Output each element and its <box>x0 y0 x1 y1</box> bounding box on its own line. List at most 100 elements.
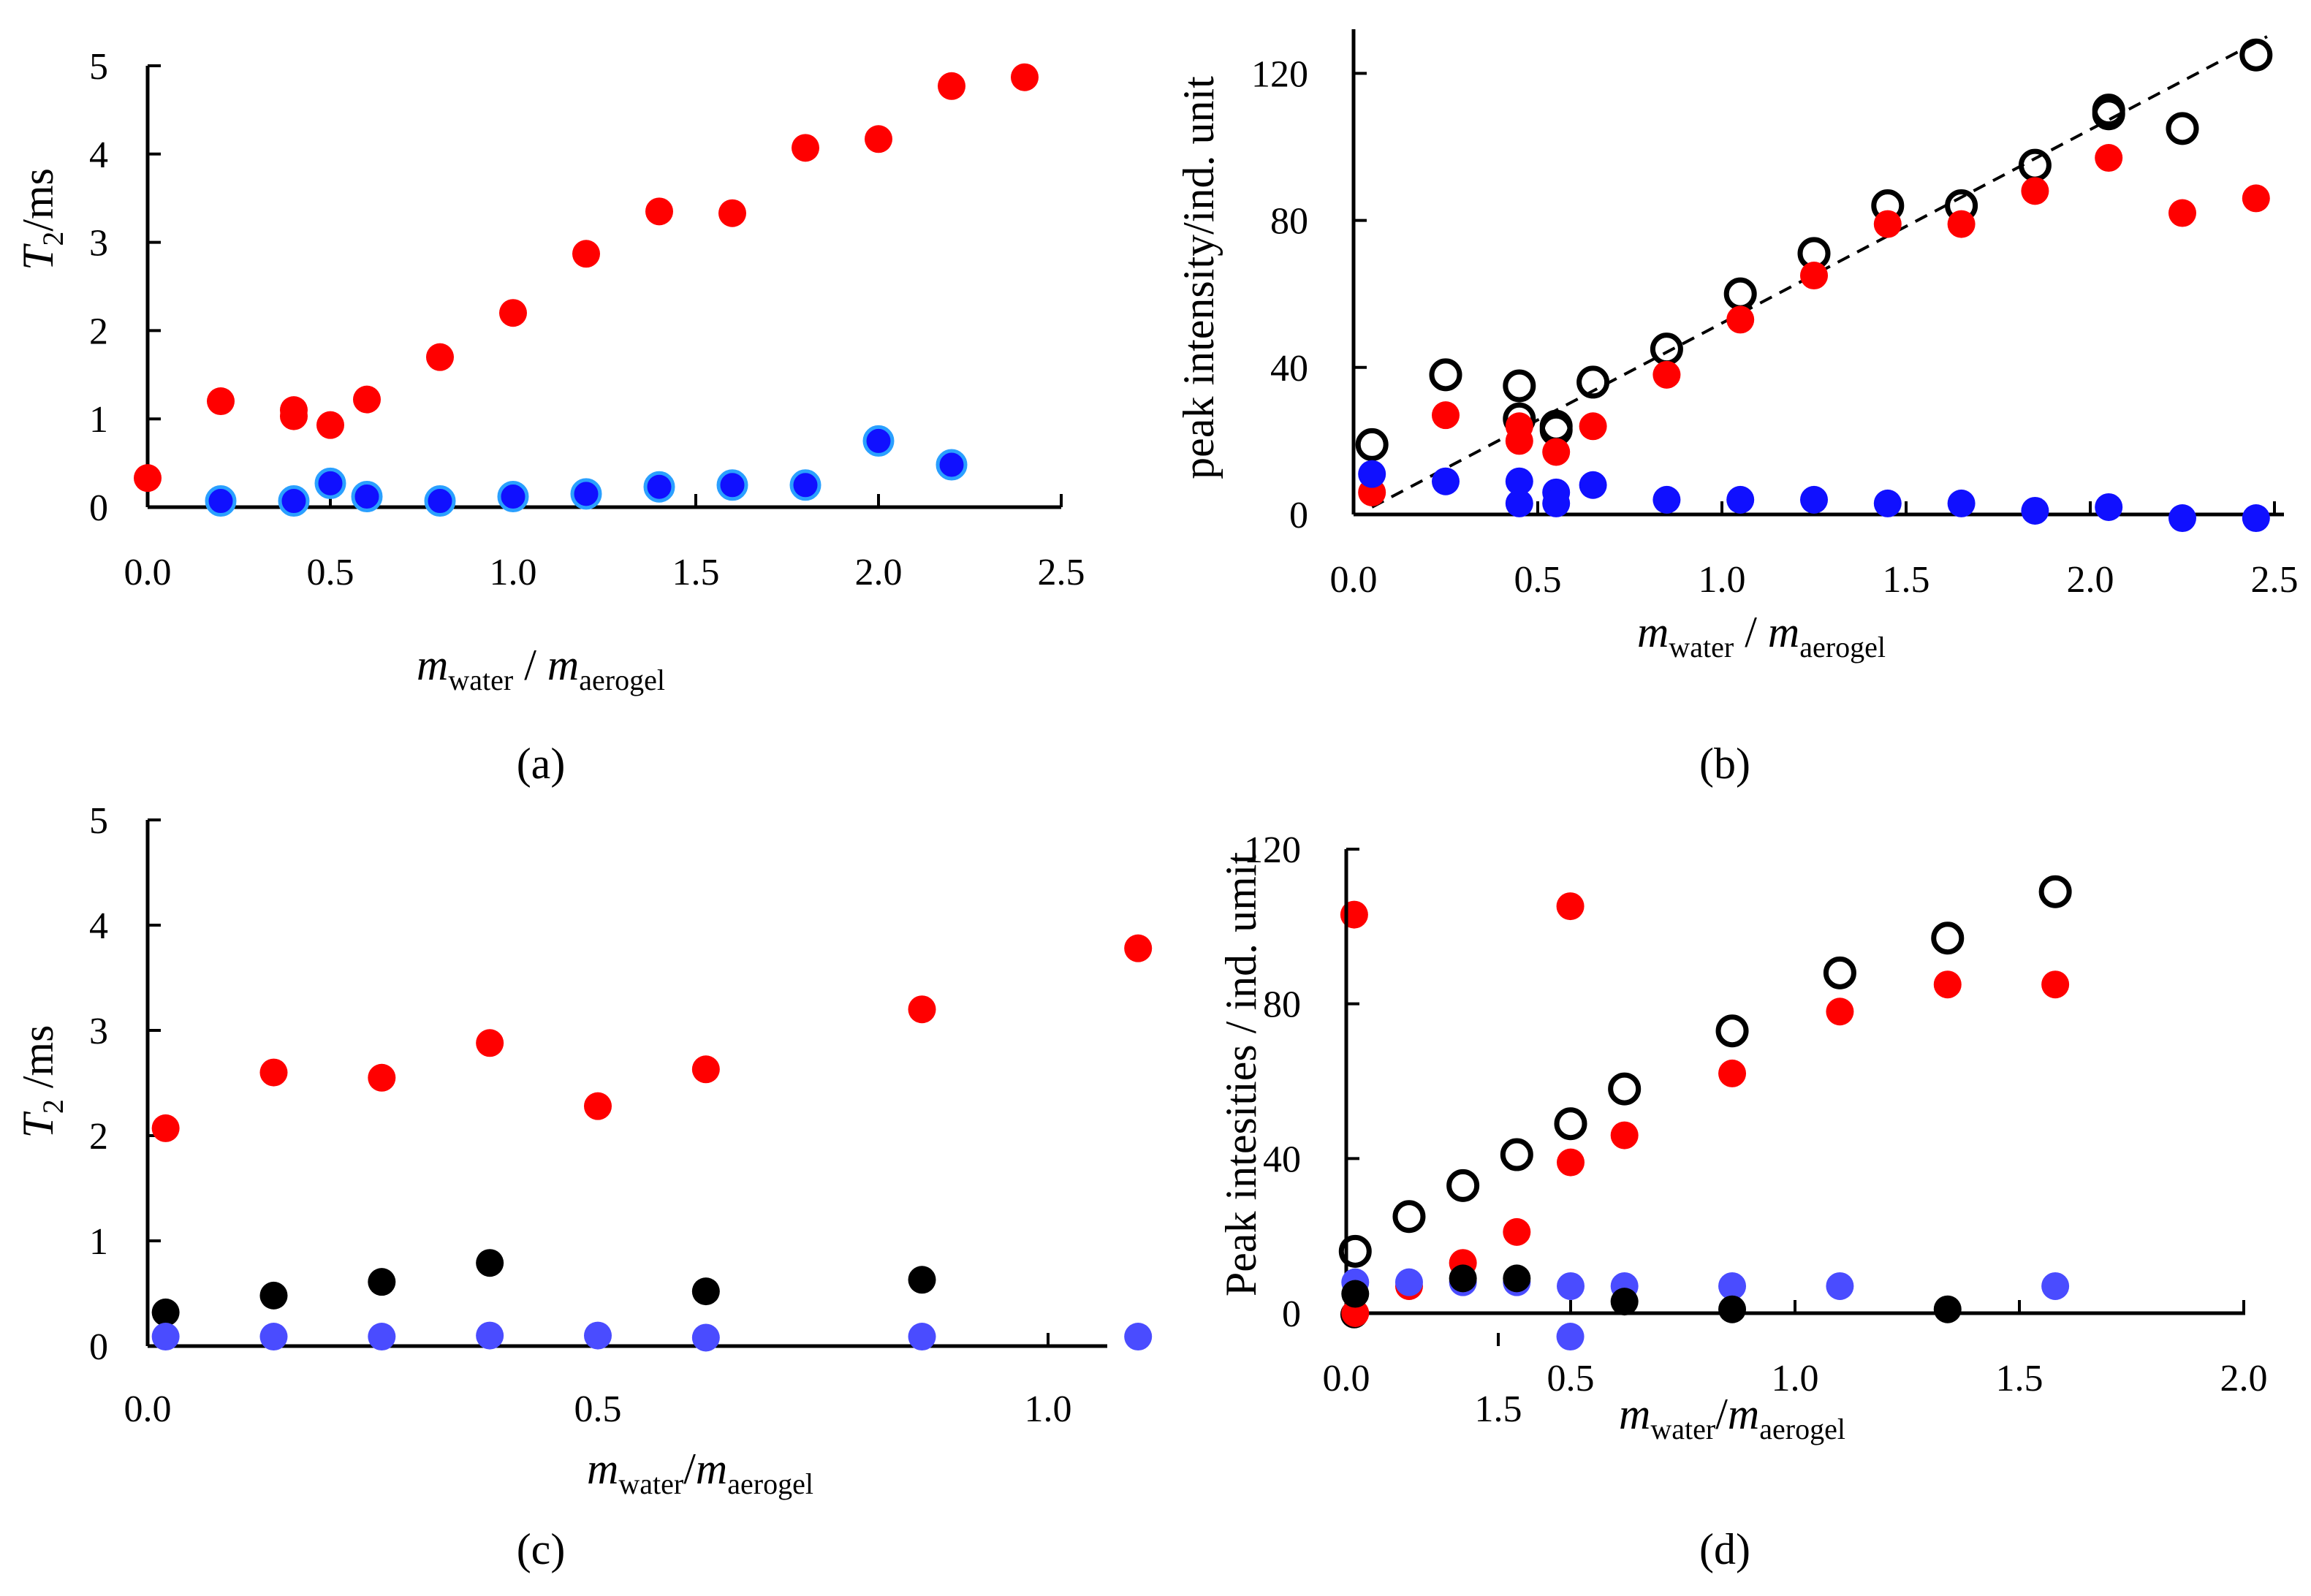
x-axis-label: mwater/maerogel <box>1619 1390 1845 1445</box>
data-point-red <box>1579 412 1607 441</box>
y-tick-label: 120 <box>1251 53 1308 95</box>
data-point-black <box>368 1268 396 1296</box>
data-point-red <box>865 125 892 153</box>
x-tick-label: 1.0 <box>490 552 537 593</box>
data-point-blue <box>2242 504 2270 533</box>
data-point-red <box>1947 210 1976 238</box>
y-tick-label: 0 <box>89 1326 108 1368</box>
x-tick-label: 0.5 <box>574 1388 622 1430</box>
data-point-total <box>2166 112 2199 145</box>
data-point-blue <box>584 1321 612 1350</box>
data-point-blue <box>789 469 821 501</box>
data-point-total <box>1715 1014 1749 1048</box>
data-point-black <box>476 1249 504 1277</box>
data-point-red <box>1652 360 1681 389</box>
data-point-blue <box>1800 485 1828 514</box>
data-point-red <box>792 134 819 162</box>
data-point-blue <box>2168 504 2196 533</box>
data-point-blue <box>476 1321 504 1350</box>
x-tick-label: 1.0 <box>1025 1388 1072 1430</box>
data-point-blue <box>691 1323 720 1352</box>
x-tick-label: 2.5 <box>2251 559 2299 601</box>
data-point-red <box>207 387 235 416</box>
data-point-red <box>1341 1299 1370 1327</box>
y-tick-label: 80 <box>1263 984 1301 1026</box>
x-tick-label: 0.0 <box>124 552 172 593</box>
data-point-total <box>1576 365 1610 399</box>
data-point-red <box>1610 1121 1639 1150</box>
x-tick-label: 2.0 <box>855 552 903 593</box>
data-point-red <box>134 464 162 493</box>
data-point-total <box>1823 956 1856 989</box>
data-point-blue <box>716 469 748 501</box>
data-point-total <box>1446 1168 1480 1202</box>
data-point-blue <box>259 1323 288 1351</box>
data-point-red <box>2095 144 2123 172</box>
data-point-red <box>1726 305 1755 334</box>
y-tick-label: 4 <box>89 134 108 176</box>
data-point-red <box>1556 892 1585 921</box>
y-tick-label: 5 <box>89 46 108 88</box>
y-axis-label: peak intensity/ind. unit <box>1175 76 1223 479</box>
data-point-red <box>718 199 746 227</box>
panel-a: 0 1 2 3 4 5 0.0 0.5 1.0 1.5 2.0 2.5 T2/ms mwater / ma… <box>14 46 1085 788</box>
data-point-blue <box>862 425 895 457</box>
x-tick-label: 0.5 <box>1547 1358 1595 1399</box>
panel-label: (b) <box>1699 740 1750 788</box>
data-point-blue <box>278 485 310 517</box>
y-axis-label: T2 /ms <box>14 1025 69 1138</box>
data-point-red <box>1800 262 1828 290</box>
data-point-red <box>908 995 936 1024</box>
x-tick-label: 1.5 <box>672 552 720 593</box>
data-point-blue <box>1505 467 1533 495</box>
data-point-red <box>1873 210 1902 238</box>
data-point-blue <box>908 1323 936 1351</box>
x-tick-label: 2.0 <box>2067 559 2114 601</box>
data-point-black <box>259 1281 288 1310</box>
panel-d: 0 40 80 120 0.0 0.5 1.0 1.5 2.0 Peak intesities /… <box>1217 829 2268 1573</box>
panel-b: 0 40 80 120 0.0 0.5 1.0 1.5 2.0 2.5 peak intensity… <box>1175 29 2299 788</box>
data-point-red <box>1011 63 1039 91</box>
data-point-red <box>572 240 600 268</box>
data-point-total <box>1500 1138 1533 1171</box>
data-point-red <box>353 385 381 414</box>
data-point-total <box>1554 1107 1587 1141</box>
data-point-red <box>938 72 965 100</box>
data-point-red <box>1432 401 1460 430</box>
data-point-black <box>1449 1264 1477 1293</box>
data-point-blue <box>424 485 456 517</box>
y-tick-label: 1 <box>89 399 108 441</box>
data-point-blue <box>1726 485 1755 514</box>
x-tick-label: 0.5 <box>1514 559 1562 601</box>
y-tick-label: 4 <box>89 905 108 947</box>
data-point-red <box>1718 1059 1747 1087</box>
data-point-blue <box>1718 1272 1747 1300</box>
data-point-red <box>645 197 673 226</box>
data-point-blue <box>1124 1323 1153 1351</box>
data-point-blue <box>2095 493 2123 521</box>
data-point-total <box>1355 428 1389 461</box>
data-point-blue <box>1557 1272 1585 1300</box>
data-point-black <box>1503 1264 1531 1293</box>
y-tick-label: 0 <box>89 487 108 529</box>
y-tick-label: 3 <box>89 1011 108 1052</box>
data-point-red <box>1826 997 1854 1026</box>
x-tick-label: 0.0 <box>1330 559 1378 601</box>
data-point-blue <box>351 481 383 513</box>
data-point-blue <box>497 481 529 513</box>
data-point-blue <box>1826 1272 1854 1300</box>
data-point-blue <box>2021 496 2049 525</box>
x-tick-label: 2.5 <box>1038 552 1085 593</box>
data-point-red <box>1124 934 1153 962</box>
x-tick-label: 0.5 <box>307 552 354 593</box>
data-point-black <box>1718 1295 1747 1323</box>
panel-label: (c) <box>517 1525 566 1573</box>
data-point-blue <box>1652 485 1681 514</box>
x-tick-label: 1.0 <box>1699 559 1746 601</box>
data-point-red <box>2242 184 2270 213</box>
data-point-blue <box>570 478 602 510</box>
data-point-red <box>584 1092 612 1120</box>
data-point-blue <box>1579 471 1607 499</box>
x-tick-label: 2.0 <box>2220 1358 2268 1399</box>
